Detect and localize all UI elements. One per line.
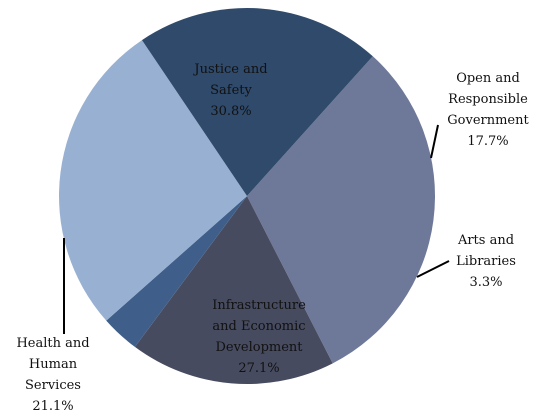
pie-slices	[59, 8, 436, 384]
slice-label-open-and-responsible-government: Open and Responsible Government 17.7%	[447, 71, 529, 149]
slice-name-line: Government	[447, 113, 529, 128]
slice-value-label: 3.3%	[469, 275, 502, 290]
slice-label-justice-and-safety: Justice and Safety 30.8%	[192, 62, 267, 119]
slice-name-line: Arts and	[457, 233, 514, 248]
slice-name-line: Responsible	[448, 92, 528, 107]
slice-labels: Justice and Safety 30.8% Open and Responsibl…	[16, 62, 529, 414]
slice-value-label: 27.1%	[238, 361, 279, 376]
slice-name-line: Open and	[456, 71, 520, 86]
pie-slice-arts-and-libraries	[106, 196, 248, 347]
slice-name-line: Libraries	[456, 254, 516, 269]
pie-slice-infrastructure-and-economic-development	[59, 40, 248, 321]
pie-slice-open-and-responsible-government	[134, 196, 333, 384]
leader-line-open-and-responsible-government	[430, 124, 439, 159]
slice-label-arts-and-libraries: Arts and Libraries 3.3%	[456, 233, 516, 290]
slice-name-line: Infrastructure	[212, 298, 306, 313]
slice-value-label: 30.8%	[210, 104, 251, 119]
pie-slice-health-and-human-services	[141, 8, 373, 197]
slice-name-line: Human	[29, 357, 78, 372]
slice-value-label: 21.1%	[32, 399, 73, 414]
slice-value-label: 17.7%	[467, 134, 508, 149]
slice-label-health-and-human-services: Health and Human Services 21.1%	[16, 336, 89, 414]
slice-name-line: and Economic	[212, 319, 305, 334]
leader-line-arts-and-libraries	[416, 260, 450, 278]
pie-slice-justice-and-safety	[247, 56, 436, 364]
leader-lines	[63, 124, 450, 334]
slice-name-line: Safety	[210, 83, 252, 98]
slice-label-infrastructure-and-economic-development: Infrastructure and Economic Development 27.…	[212, 298, 306, 376]
slice-name-line: Development	[215, 340, 303, 355]
slice-name-line: Health and	[16, 336, 89, 351]
slice-name-line: Services	[25, 378, 81, 393]
slice-name-line: Justice and	[192, 62, 267, 77]
